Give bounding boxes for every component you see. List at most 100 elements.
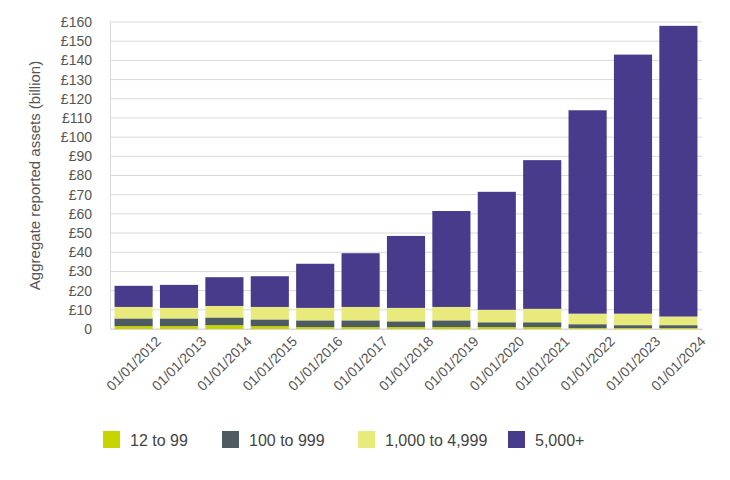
y-tick-label: 0 (84, 321, 92, 337)
bar (523, 322, 561, 327)
legend-label: 1,000 to 4,999 (385, 432, 487, 449)
legend-item: 100 to 999 (222, 431, 325, 449)
grid-line (110, 117, 702, 118)
y-axis: 0 £10 £20 £30 £40 £50 £60 £70 £80 £90 £100 £110 £120… (61, 14, 111, 337)
bar (251, 319, 289, 326)
grid-line (110, 175, 702, 176)
legend-swatch (222, 431, 239, 448)
y-tick-label: £150 (61, 33, 92, 49)
y-tick: £80 (69, 167, 110, 183)
bar (205, 306, 243, 318)
bar (387, 321, 425, 327)
y-tick-label: £100 (61, 129, 92, 145)
y-tick-label: £130 (61, 72, 92, 88)
bar (205, 317, 243, 325)
y-tick-label: £70 (69, 187, 93, 203)
bar (569, 314, 607, 325)
bars (115, 26, 698, 329)
series-bars (115, 306, 698, 325)
y-tick: £130 (61, 72, 110, 88)
y-tick-label: £140 (61, 52, 92, 68)
y-tick: £70 (69, 187, 110, 203)
y-axis-title: Aggregate reported assets (billion) (26, 61, 43, 290)
legend-item: 5,000+ (508, 431, 584, 449)
bar (478, 327, 516, 329)
x-tick-label: 01/01/2024 (648, 333, 709, 394)
chart: 0 £10 £20 £30 £40 £50 £60 £70 £80 £90 £100 £110 £120… (0, 0, 730, 480)
bar (251, 307, 289, 319)
legend-label: 12 to 99 (130, 432, 188, 449)
bar (432, 211, 470, 307)
bar (659, 325, 697, 328)
y-tick: £100 (61, 129, 110, 145)
grid-line (110, 60, 702, 61)
bar (659, 26, 697, 317)
grid-line (110, 213, 702, 214)
bar (342, 327, 380, 329)
y-tick: £20 (69, 283, 110, 299)
bar (115, 307, 153, 319)
bar (569, 324, 607, 328)
y-tick-label: £50 (69, 225, 93, 241)
legend-item: 12 to 99 (103, 431, 188, 449)
legend-swatch (508, 431, 525, 448)
y-tick: £160 (61, 14, 110, 30)
bar (387, 308, 425, 321)
grid-line (110, 98, 702, 99)
grid-line (110, 156, 702, 157)
y-tick-label: £110 (62, 110, 92, 126)
bar (387, 327, 425, 329)
bar (569, 110, 607, 313)
y-tick-label: £90 (69, 148, 93, 164)
grid-line (110, 79, 702, 80)
grid (110, 22, 702, 329)
bar (205, 325, 243, 329)
y-tick-label: £10 (69, 302, 93, 318)
legend-swatch (358, 431, 375, 448)
legend-item: 1,000 to 4,999 (358, 431, 487, 449)
bar (296, 320, 334, 327)
y-tick: £110 (62, 110, 110, 126)
bar (160, 326, 198, 329)
bar (160, 285, 198, 308)
bar (251, 276, 289, 307)
legend-label: 100 to 999 (249, 432, 325, 449)
y-tick: £120 (61, 91, 110, 107)
grid-line (110, 41, 702, 42)
legend-swatch (103, 431, 120, 448)
y-tick-label: £40 (69, 244, 93, 260)
legend: 12 to 99 100 to 999 1,000 to 4,999 5,000+ (103, 431, 584, 449)
y-tick: £40 (69, 244, 110, 260)
bar (478, 310, 516, 322)
y-tick: 0 (84, 321, 110, 337)
grid-line (110, 194, 702, 195)
y-tick-label: £60 (69, 206, 93, 222)
bar (432, 307, 470, 320)
bar (387, 236, 425, 308)
bar (614, 325, 652, 328)
bar (251, 326, 289, 329)
bar (115, 286, 153, 307)
y-tick-label: £120 (61, 91, 92, 107)
y-tick-label: £30 (69, 263, 93, 279)
bar (296, 308, 334, 320)
y-tick: £10 (69, 302, 110, 318)
bar (523, 309, 561, 322)
y-tick: £90 (69, 148, 110, 164)
grid-line (110, 137, 702, 138)
bar (659, 317, 697, 326)
y-tick: £30 (69, 263, 110, 279)
bar (342, 253, 380, 307)
bar (614, 314, 652, 326)
bar (160, 308, 198, 319)
bar (432, 327, 470, 329)
bar (342, 307, 380, 320)
x-axis-line (111, 329, 703, 330)
y-tick: £50 (69, 225, 110, 241)
y-axis-line (110, 23, 111, 330)
bar (342, 320, 380, 327)
bar (160, 318, 198, 326)
y-tick-label: £80 (69, 167, 93, 183)
bar (523, 160, 561, 309)
series-bars (115, 26, 698, 317)
